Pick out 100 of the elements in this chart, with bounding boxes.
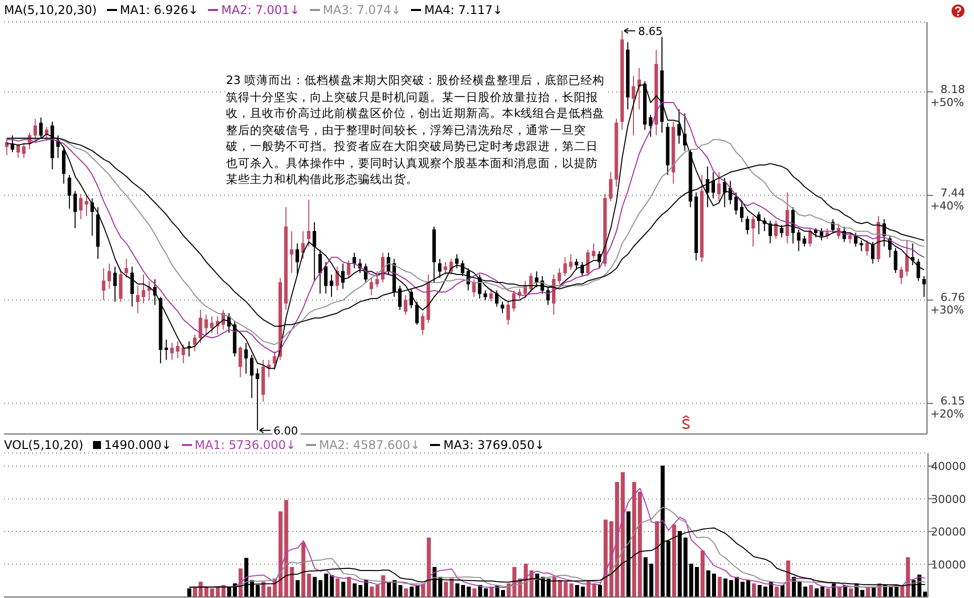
y-tick-label: 40000 [931,460,966,474]
candlestick [820,228,824,241]
annotation: 6.00 [274,424,298,438]
candlestick [386,252,390,276]
bar [398,585,402,597]
bar [718,576,722,597]
legend-title: MA(5,10,20,30) [4,3,97,17]
bar [632,482,636,597]
bar [803,586,808,597]
bar [575,585,580,597]
candlestick [62,146,66,184]
candlestick [324,261,328,294]
candlestick [444,261,448,276]
candlestick [136,285,140,314]
candlestick [102,268,106,301]
candlestick [193,334,197,352]
bar [330,575,334,597]
candlestick [170,342,174,360]
legend-label: MA4: 7.117↓ [423,3,503,17]
bar [346,576,351,597]
bar [820,586,824,597]
bar [758,585,762,597]
legend-label: MA3: 3769.050↓ [442,438,545,452]
legend-label: 1490.000↓ [103,438,172,452]
candlestick [410,288,414,309]
bar [808,585,813,597]
candlestick [717,172,721,202]
candlestick [791,206,795,244]
bar [672,524,676,597]
y-tick-label: 10000 [931,558,966,572]
bar [415,585,420,597]
bar [336,578,340,597]
bar [426,538,431,597]
bar [860,590,864,597]
bar [352,583,357,597]
bar [466,586,471,597]
y2-tick-label: +50% [930,96,964,109]
bar [826,588,830,597]
candlestick [574,258,578,270]
candlestick [894,248,898,274]
candlestick [335,266,339,291]
candlestick [404,294,408,316]
candlestick [318,249,322,294]
candlestick [375,270,379,288]
candlestick [563,256,567,277]
y2-tick-label: +40% [930,200,964,213]
y-tick-label: 6.15 [940,394,965,408]
candlestick [860,240,864,252]
candlestick [460,260,464,277]
legend-label: MA1: 5736.000↓ [194,438,296,452]
candlestick [238,346,242,378]
bar [598,585,602,597]
candlestick [346,260,350,278]
bar [341,582,346,597]
bar [404,588,408,597]
candlestick [176,340,180,359]
candlestick [113,266,117,302]
candlestick [751,216,755,247]
bar [700,550,705,597]
candlestick [352,252,356,269]
y2-tick-label: +20% [930,407,964,420]
annotation: 8.65 [638,24,663,38]
candlestick [637,68,641,110]
bar [780,585,784,597]
candlestick [312,222,316,282]
candlestick [73,190,77,229]
candlestick [44,126,48,142]
candlestick [438,258,442,278]
candlestick [546,286,550,306]
candlestick [108,263,112,290]
legend-label: MA1: 6.926↓ [118,3,198,17]
candlestick [147,280,151,301]
candlestick [398,285,402,310]
candlestick [79,193,83,220]
bar [786,560,790,597]
candlestick [774,220,778,240]
candlestick [768,220,772,244]
bar [478,585,482,597]
candlestick [290,230,294,274]
candlestick [68,174,72,210]
bar [472,588,476,597]
candlestick [802,235,806,247]
bar [752,583,756,597]
bar [410,586,414,597]
candlestick [905,240,909,277]
candlestick [33,118,37,140]
y-tick-label: 20000 [931,526,966,539]
candlestick [608,172,612,202]
bar [848,588,853,597]
bar [484,588,488,597]
candlestick [648,114,652,138]
candlestick [796,229,800,252]
candlestick [306,199,310,247]
candlestick [871,241,875,264]
candlestick [130,266,134,308]
candlestick [506,301,510,326]
candlestick [916,258,920,282]
candlestick [780,224,784,238]
candlestick [142,274,146,304]
candlestick [118,269,122,302]
